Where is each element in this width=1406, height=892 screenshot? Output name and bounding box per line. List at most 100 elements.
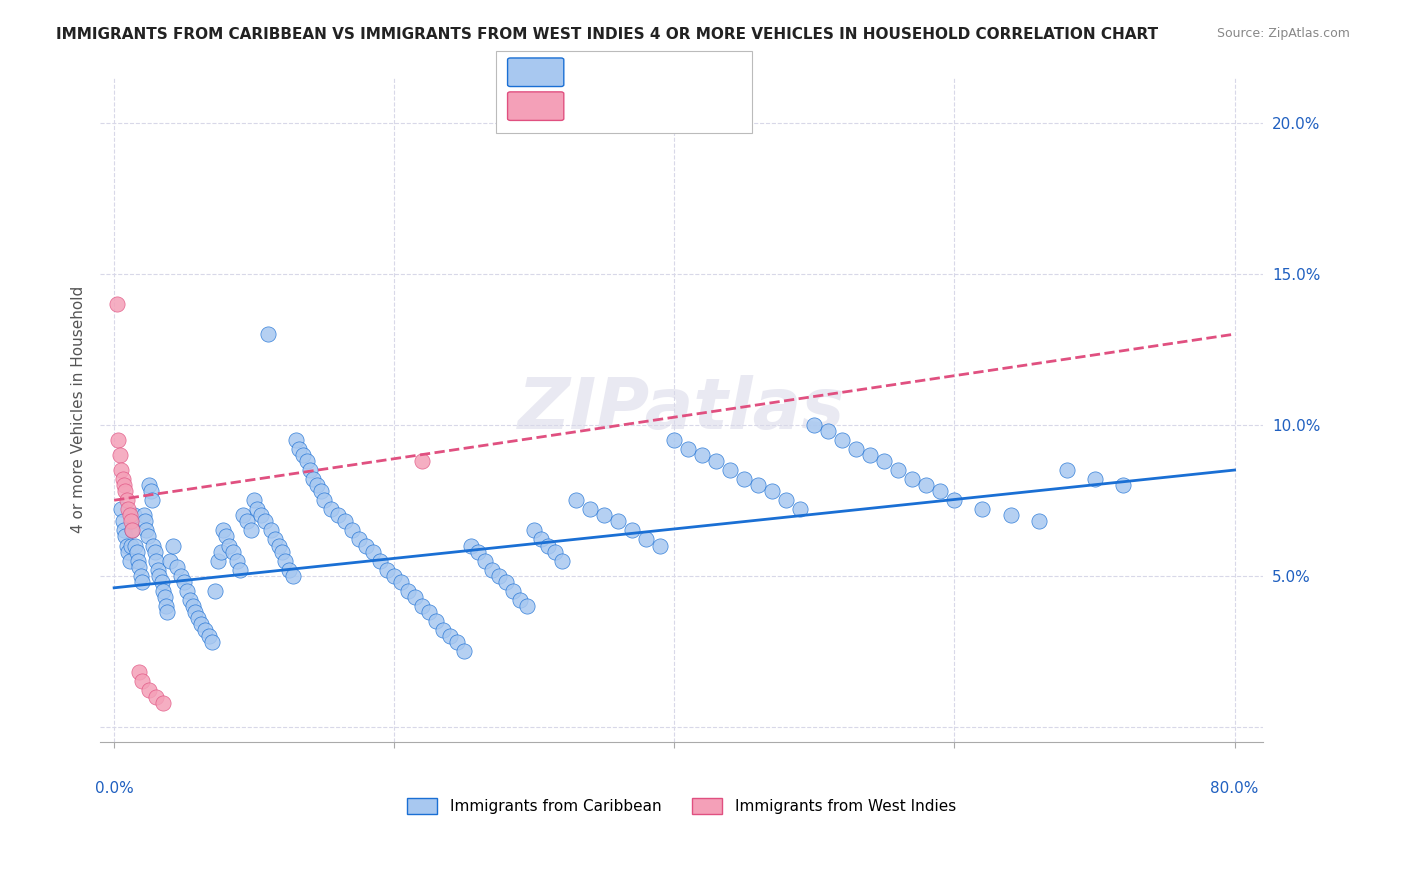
Point (118, 554, 141, 568)
Point (257, 327, 280, 342)
Point (349, 533, 371, 547)
Point (222, 544, 245, 558)
Point (271, 544, 294, 558)
Point (439, 629, 461, 643)
Point (184, 605, 207, 619)
Point (831, 433, 853, 447)
Point (145, 554, 167, 568)
Point (146, 563, 169, 577)
Point (150, 574, 173, 589)
Point (190, 617, 212, 632)
Text: N =: N = (659, 97, 696, 115)
Point (112, 524, 135, 538)
Point (107, 433, 129, 447)
Point (198, 629, 221, 643)
Point (288, 442, 311, 456)
Point (481, 563, 503, 577)
Point (117, 502, 139, 516)
Point (516, 599, 538, 613)
Point (114, 529, 136, 543)
Point (131, 674, 153, 689)
Point (495, 574, 517, 589)
Point (215, 529, 238, 543)
Point (229, 563, 252, 577)
Point (278, 563, 301, 577)
Point (152, 696, 174, 710)
Point (111, 472, 134, 486)
Point (579, 502, 602, 516)
Point (232, 508, 254, 523)
Point (859, 448, 882, 462)
Point (194, 623, 217, 637)
Point (162, 539, 184, 553)
Text: 18: 18 (693, 97, 716, 115)
Point (593, 508, 616, 523)
Point (321, 502, 343, 516)
Point (274, 554, 297, 568)
Point (141, 493, 163, 508)
Point (299, 463, 322, 477)
Point (212, 524, 235, 538)
Point (537, 539, 560, 553)
Text: R =: R = (569, 63, 606, 81)
Point (134, 514, 156, 528)
Point (411, 599, 433, 613)
Point (260, 524, 283, 538)
Point (887, 463, 910, 477)
Point (845, 442, 868, 456)
Point (1111, 478, 1133, 492)
Point (152, 583, 174, 598)
Point (411, 454, 433, 468)
Point (678, 442, 700, 456)
Point (120, 514, 142, 528)
Point (1000, 508, 1022, 523)
Text: N =: N = (659, 63, 696, 81)
Text: 0.0%: 0.0% (94, 781, 134, 796)
Legend: Immigrants from Caribbean, Immigrants from West Indies: Immigrants from Caribbean, Immigrants fr… (401, 792, 962, 821)
Point (354, 539, 377, 553)
Point (155, 599, 177, 613)
Point (120, 539, 142, 553)
Point (207, 554, 229, 568)
Point (201, 635, 224, 649)
Point (110, 502, 132, 516)
Point (335, 514, 357, 528)
Point (302, 472, 325, 486)
Point (474, 554, 496, 568)
Point (112, 478, 135, 492)
Point (509, 593, 531, 607)
Point (254, 514, 277, 528)
Point (128, 665, 150, 680)
Point (139, 484, 162, 499)
Point (342, 524, 364, 538)
Point (121, 524, 143, 538)
Point (125, 544, 148, 558)
Point (110, 463, 132, 477)
Point (108, 448, 131, 462)
Point (761, 484, 783, 499)
Point (240, 524, 263, 538)
Point (179, 593, 201, 607)
Point (250, 508, 273, 523)
Text: R =: R = (569, 97, 606, 115)
Point (136, 529, 159, 543)
Point (105, 297, 128, 311)
Text: 0.110: 0.110 (603, 97, 655, 115)
Point (311, 484, 333, 499)
Point (218, 539, 240, 553)
Point (118, 508, 141, 523)
Point (803, 417, 825, 432)
Point (396, 583, 419, 598)
Point (114, 484, 136, 499)
Point (292, 448, 315, 462)
Point (361, 544, 384, 558)
Point (664, 433, 686, 447)
Text: ZIPatlas: ZIPatlas (517, 376, 845, 444)
Point (873, 454, 896, 468)
Point (181, 599, 204, 613)
Point (226, 554, 249, 568)
Point (145, 690, 167, 704)
Point (446, 635, 468, 649)
Point (283, 568, 305, 582)
Point (143, 544, 166, 558)
